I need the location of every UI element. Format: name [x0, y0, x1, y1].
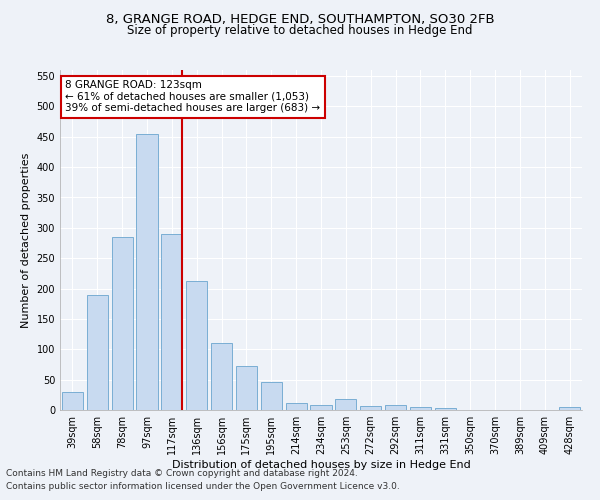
Bar	[236, 366, 257, 410]
Text: Contains HM Land Registry data © Crown copyright and database right 2024.: Contains HM Land Registry data © Crown c…	[6, 468, 358, 477]
Bar	[410, 407, 431, 410]
Bar	[335, 399, 356, 410]
Text: 8 GRANGE ROAD: 123sqm
← 61% of detached houses are smaller (1,053)
39% of semi-d: 8 GRANGE ROAD: 123sqm ← 61% of detached …	[65, 80, 320, 114]
Text: Size of property relative to detached houses in Hedge End: Size of property relative to detached ho…	[127, 24, 473, 37]
Bar	[136, 134, 158, 410]
Text: 8, GRANGE ROAD, HEDGE END, SOUTHAMPTON, SO30 2FB: 8, GRANGE ROAD, HEDGE END, SOUTHAMPTON, …	[106, 12, 494, 26]
Bar	[385, 405, 406, 410]
Bar	[161, 234, 182, 410]
X-axis label: Distribution of detached houses by size in Hedge End: Distribution of detached houses by size …	[172, 460, 470, 470]
Bar	[360, 406, 381, 410]
Y-axis label: Number of detached properties: Number of detached properties	[21, 152, 31, 328]
Text: Contains public sector information licensed under the Open Government Licence v3: Contains public sector information licen…	[6, 482, 400, 491]
Bar	[261, 382, 282, 410]
Bar	[310, 405, 332, 410]
Bar	[87, 294, 108, 410]
Bar	[62, 392, 83, 410]
Bar	[112, 237, 133, 410]
Bar	[186, 280, 207, 410]
Bar	[559, 407, 580, 410]
Bar	[286, 402, 307, 410]
Bar	[435, 408, 456, 410]
Bar	[211, 343, 232, 410]
